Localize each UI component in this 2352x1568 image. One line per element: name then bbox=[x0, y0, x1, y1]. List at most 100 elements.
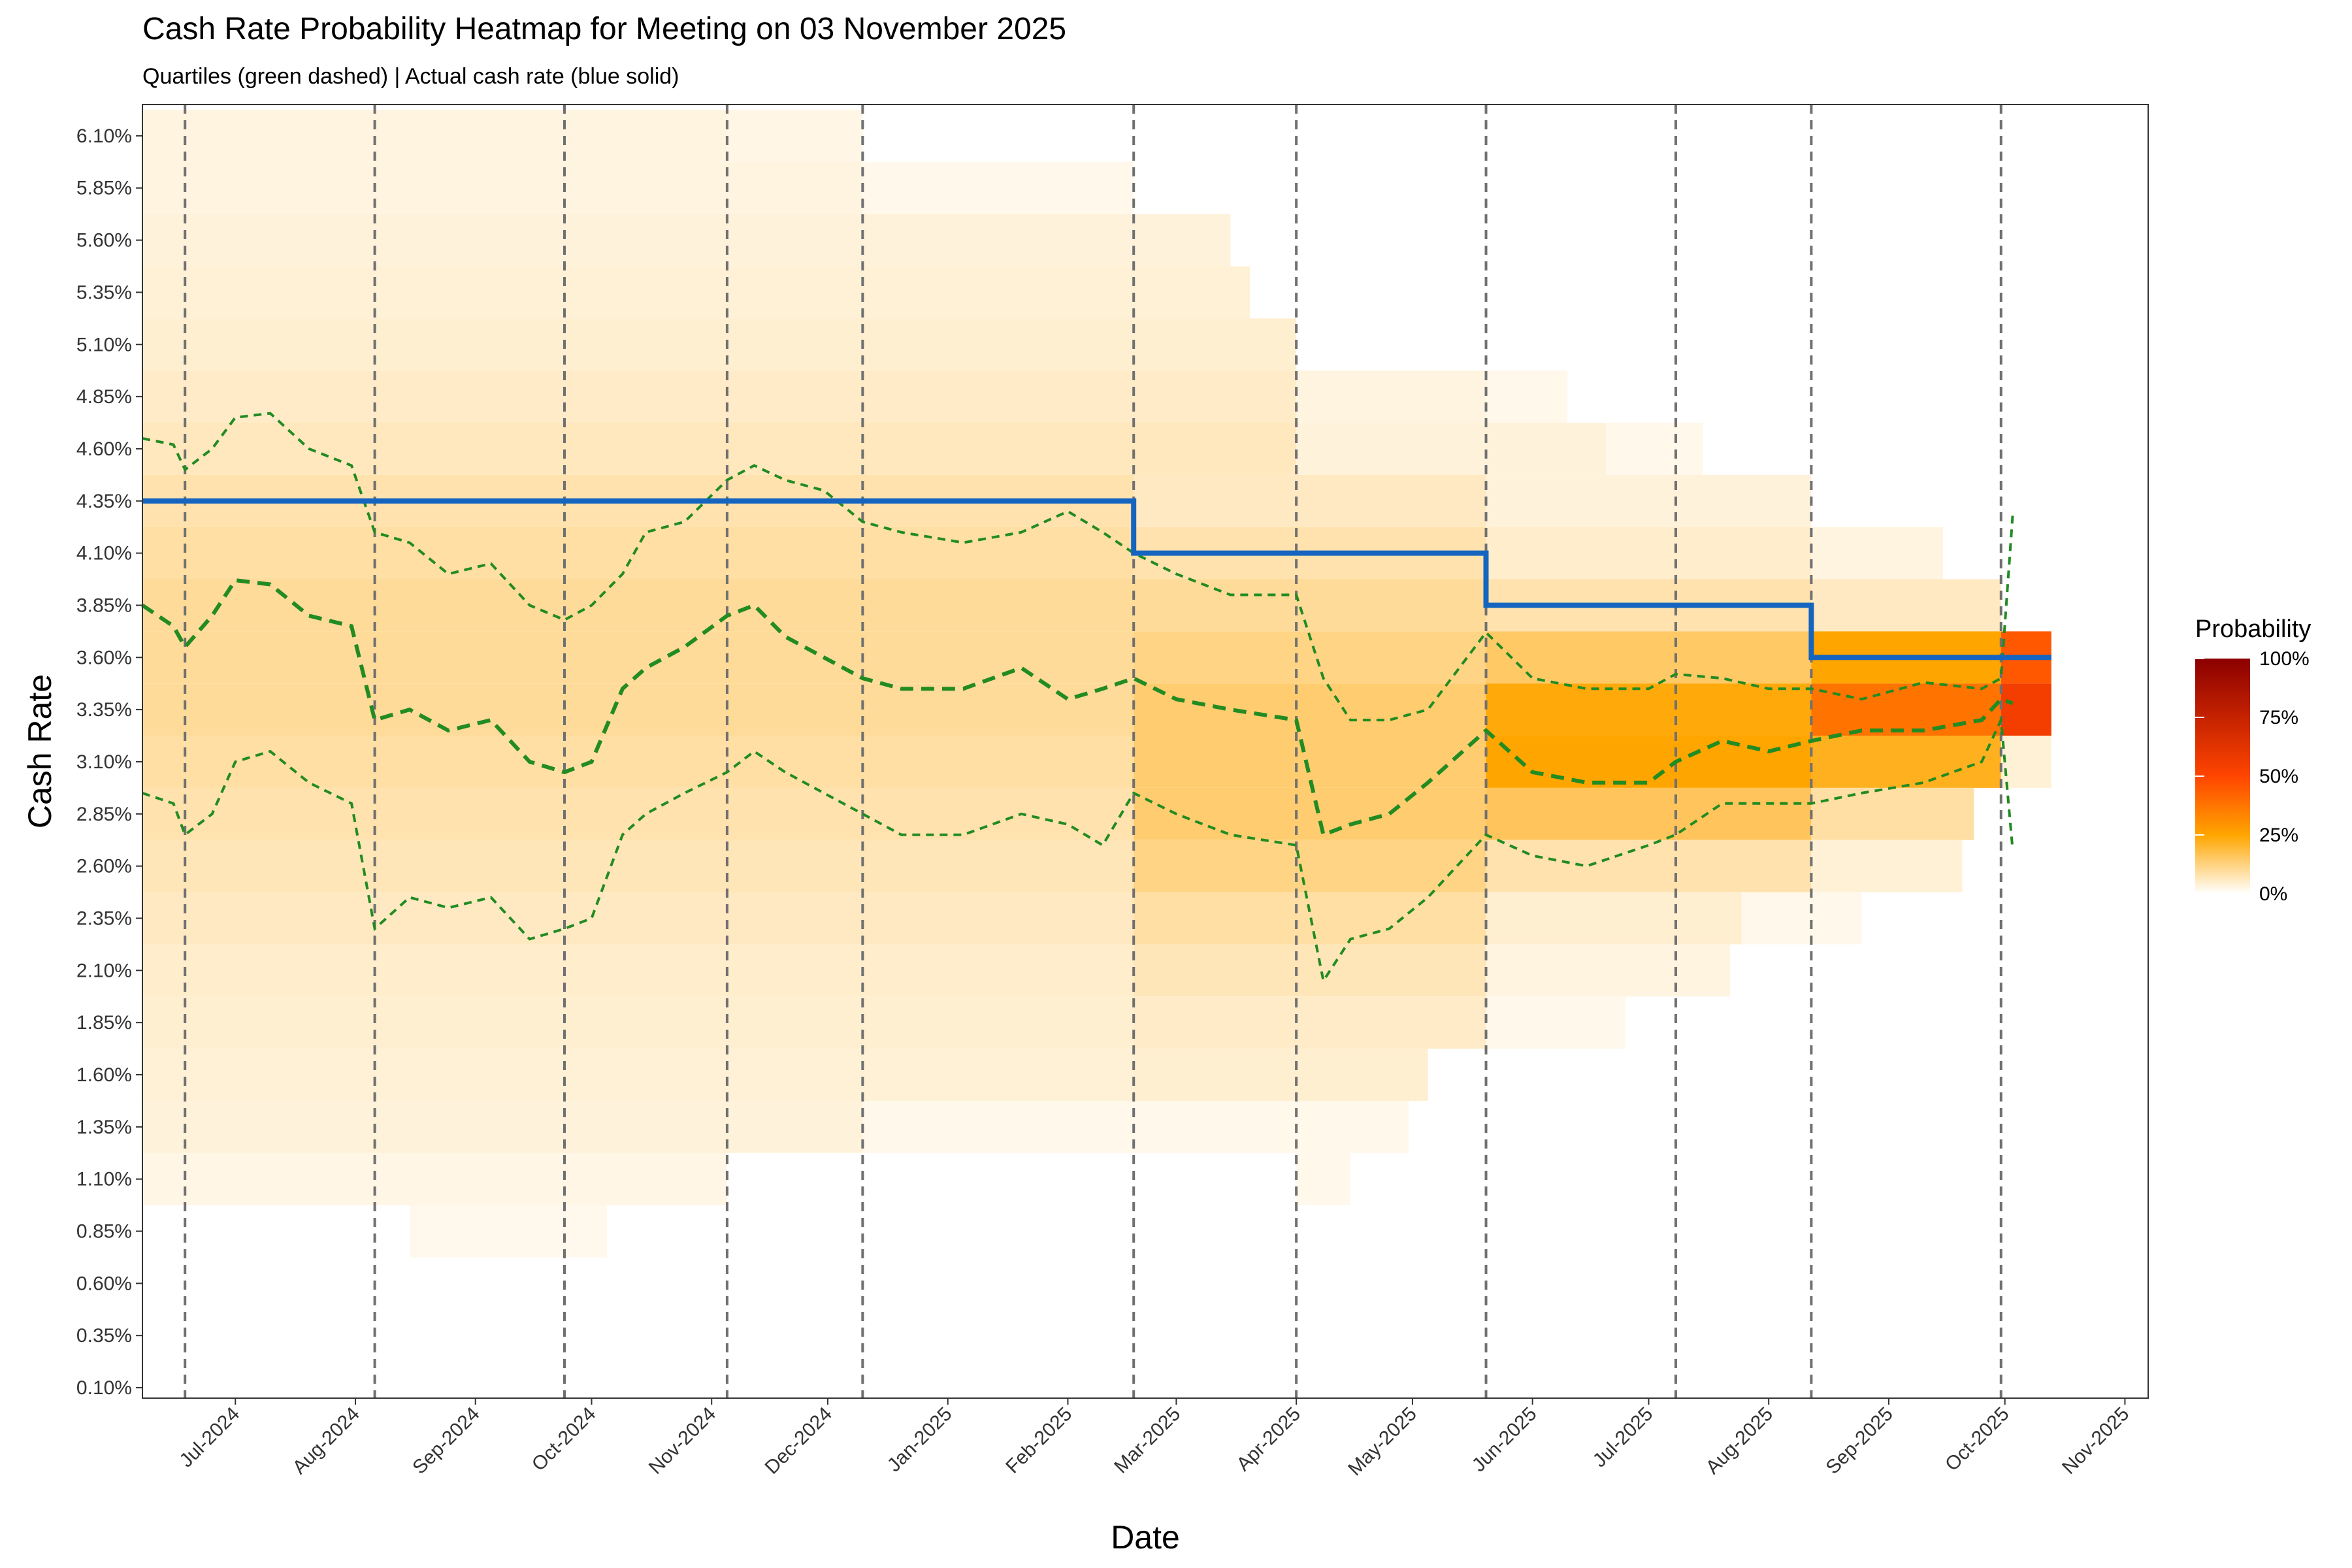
y-tick-label: 3.35% bbox=[76, 699, 132, 721]
heat-cell-16-0 bbox=[142, 944, 1134, 997]
y-axis-title: Cash Rate bbox=[22, 674, 58, 828]
heat-cell-11-2 bbox=[1486, 683, 1812, 736]
heat-cell-17-2 bbox=[1486, 996, 1625, 1049]
y-tick-label: 5.35% bbox=[76, 282, 132, 303]
heat-cell-14-3 bbox=[1811, 840, 1963, 892]
heat-cell-18-0 bbox=[142, 1049, 1134, 1101]
y-tick-label: 3.60% bbox=[76, 647, 132, 668]
heat-cell-18-1 bbox=[1134, 1049, 1428, 1101]
x-tick-label: Aug-2025 bbox=[1702, 1403, 1777, 1478]
x-tick-label: Jul-2024 bbox=[175, 1403, 244, 1472]
heat-cell-20-0 bbox=[142, 1152, 727, 1205]
y-tick-label: 5.85% bbox=[76, 178, 132, 199]
heat-cell-13-1 bbox=[1134, 787, 1486, 840]
heat-cell-13-3 bbox=[1811, 787, 1974, 840]
x-tick-label: May-2025 bbox=[1344, 1403, 1421, 1480]
heat-cell-19-0 bbox=[142, 1100, 863, 1153]
heat-cell-15-3 bbox=[1741, 892, 1862, 945]
legend-label: 100% bbox=[2259, 648, 2310, 670]
y-tick-label: 4.35% bbox=[76, 491, 132, 512]
heat-cell-6-0 bbox=[142, 423, 1297, 475]
y-tick-label: 6.10% bbox=[76, 125, 132, 147]
heat-cell-14-1 bbox=[1134, 840, 1486, 892]
y-axis: 0.10% 0.35% 0.60% 0.85% 1.10% 1.35% 1.60% 1.85%… bbox=[76, 125, 142, 1399]
actual-rate-line bbox=[142, 498, 2051, 661]
y-tick-label: 0.10% bbox=[76, 1377, 132, 1399]
heat-cell-7-2 bbox=[1486, 474, 1812, 527]
heat-cell-8-2 bbox=[1486, 527, 1812, 580]
x-tick-label: Jun-2025 bbox=[1468, 1403, 1541, 1477]
heat-cell-8-3 bbox=[1811, 527, 1943, 580]
heat-cell-20-1 bbox=[1296, 1152, 1351, 1205]
y-tick-label: 2.10% bbox=[76, 960, 132, 981]
heat-cell-15-2 bbox=[1486, 892, 1742, 945]
heat-cell-12-2 bbox=[1486, 736, 1812, 788]
heat-cell-0-1 bbox=[727, 109, 863, 162]
chart-subtitle: Quartiles (green dashed) | Actual cash r… bbox=[142, 64, 679, 89]
y-tick-label: 4.85% bbox=[76, 386, 132, 408]
quartile-lines bbox=[141, 412, 2014, 985]
heat-cell-13-0 bbox=[142, 787, 1134, 840]
x-tick-label: Apr-2025 bbox=[1232, 1403, 1305, 1476]
y-tick-label: 2.60% bbox=[76, 856, 132, 877]
heat-cell-12-0 bbox=[142, 736, 1134, 788]
heat-cell-14-0 bbox=[142, 840, 1134, 892]
y-tick-label: 5.60% bbox=[76, 230, 132, 252]
actual-cash-rate-line bbox=[142, 498, 2051, 661]
heat-cell-17-0 bbox=[142, 996, 1134, 1049]
heat-cell-6-2 bbox=[1606, 423, 1703, 475]
x-tick-label: Aug-2024 bbox=[289, 1403, 364, 1478]
chart-title: Cash Rate Probability Heatmap for Meetin… bbox=[142, 12, 1066, 46]
heat-cell-9-1 bbox=[1134, 579, 1486, 632]
y-tick-label: 1.60% bbox=[76, 1064, 132, 1086]
heat-cell-4-0 bbox=[142, 318, 1297, 371]
legend-label: 50% bbox=[2259, 766, 2298, 787]
x-tick-label: Jul-2025 bbox=[1589, 1403, 1658, 1472]
heat-cell-9-0 bbox=[142, 579, 1134, 632]
y-tick-label: 1.85% bbox=[76, 1012, 132, 1034]
legend-title: Probability bbox=[2195, 615, 2311, 643]
heat-cell-11-1 bbox=[1134, 683, 1486, 736]
heat-cell-8-0 bbox=[142, 527, 1134, 580]
y-tick-label: 4.60% bbox=[76, 438, 132, 460]
heat-cell-5-2 bbox=[1486, 370, 1568, 423]
x-tick-label: Jan-2025 bbox=[883, 1403, 956, 1477]
legend: Probability 100% 75% 50% 25% 0% bbox=[2195, 615, 2311, 905]
y-tick-label: 0.60% bbox=[76, 1273, 132, 1294]
heat-cell-15-0 bbox=[142, 892, 1134, 945]
heat-cell-17-1 bbox=[1134, 996, 1486, 1049]
y-tick-label: 2.85% bbox=[76, 804, 132, 825]
heat-cell-12-3 bbox=[1811, 736, 2001, 788]
quartile-upper-line bbox=[142, 412, 2014, 722]
heat-cell-12-4 bbox=[2001, 736, 2051, 788]
y-tick-label: 1.35% bbox=[76, 1117, 132, 1138]
legend-label: 0% bbox=[2259, 883, 2287, 905]
quartile-median-line bbox=[141, 578, 2014, 838]
y-tick-label: 1.10% bbox=[76, 1169, 132, 1190]
x-tick-label: Mar-2025 bbox=[1110, 1403, 1184, 1478]
heat-cell-9-3 bbox=[1811, 579, 2001, 632]
y-tick-label: 0.85% bbox=[76, 1221, 132, 1243]
heat-cell-1-0 bbox=[142, 161, 863, 214]
heat-cell-6-1 bbox=[1296, 423, 1607, 475]
panel-border bbox=[142, 104, 2149, 1399]
heat-cell-21-0 bbox=[409, 1205, 608, 1258]
heat-cell-7-1 bbox=[1134, 474, 1486, 527]
legend-label: 75% bbox=[2259, 707, 2298, 728]
y-tick-label: 5.10% bbox=[76, 334, 132, 355]
x-tick-label: Oct-2025 bbox=[1941, 1403, 2014, 1476]
heatmap-layer bbox=[142, 109, 2051, 1258]
heat-cell-1-1 bbox=[862, 161, 1134, 214]
x-tick-label: Oct-2024 bbox=[528, 1403, 600, 1476]
y-tick-label: 2.35% bbox=[76, 907, 132, 929]
meeting-lines bbox=[184, 105, 2002, 1398]
heat-cell-19-1 bbox=[862, 1100, 1409, 1153]
heat-cell-11-0 bbox=[142, 683, 1134, 736]
heat-cell-5-0 bbox=[142, 370, 1297, 423]
x-tick-label: Sep-2025 bbox=[1822, 1403, 1897, 1478]
heat-cell-0-0 bbox=[142, 109, 727, 162]
heat-cell-16-1 bbox=[1134, 944, 1486, 997]
heat-cell-3-0 bbox=[142, 266, 1250, 319]
x-axis-title: Date bbox=[1111, 1519, 1180, 1556]
